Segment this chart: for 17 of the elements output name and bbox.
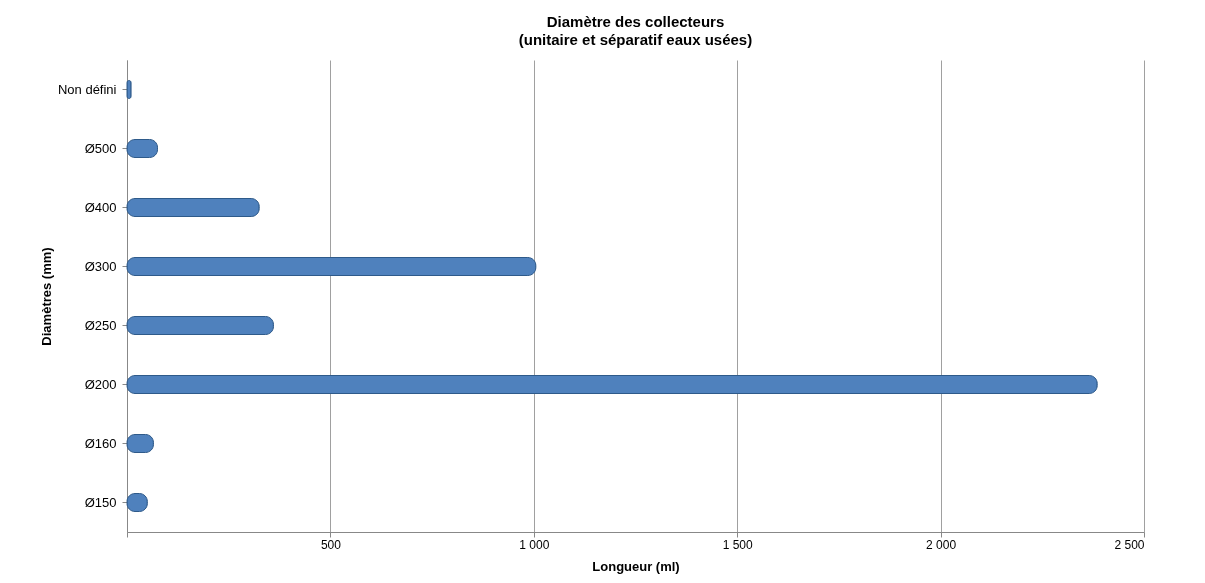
chart-title: Diamètre des collecteurs [546,13,725,30]
y-tick-label: Ø500 [84,140,117,156]
y-tick-label: Ø300 [84,258,117,274]
x-axis-title: Longueur (ml) [592,558,680,574]
chart-subtitle: (unitaire et séparatif eaux usées) [518,31,753,48]
x-tick-label: 2 000 [926,537,957,552]
y-axis-title: Diamètres (mm) [38,247,54,346]
y-tick-label: Ø400 [84,199,117,215]
y-tick-label: Ø160 [84,435,117,451]
x-tick-label: 500 [320,537,342,552]
x-tick-label: 2 500 [1114,537,1145,552]
y-tick-label: Ø250 [84,317,117,333]
y-tick-label: Ø200 [84,376,117,392]
x-tick-label: 1 500 [722,537,754,552]
x-tick-label: 1 000 [519,537,550,552]
y-tick-label: Ø150 [84,494,117,510]
y-tick-label: Non défini [57,81,117,97]
